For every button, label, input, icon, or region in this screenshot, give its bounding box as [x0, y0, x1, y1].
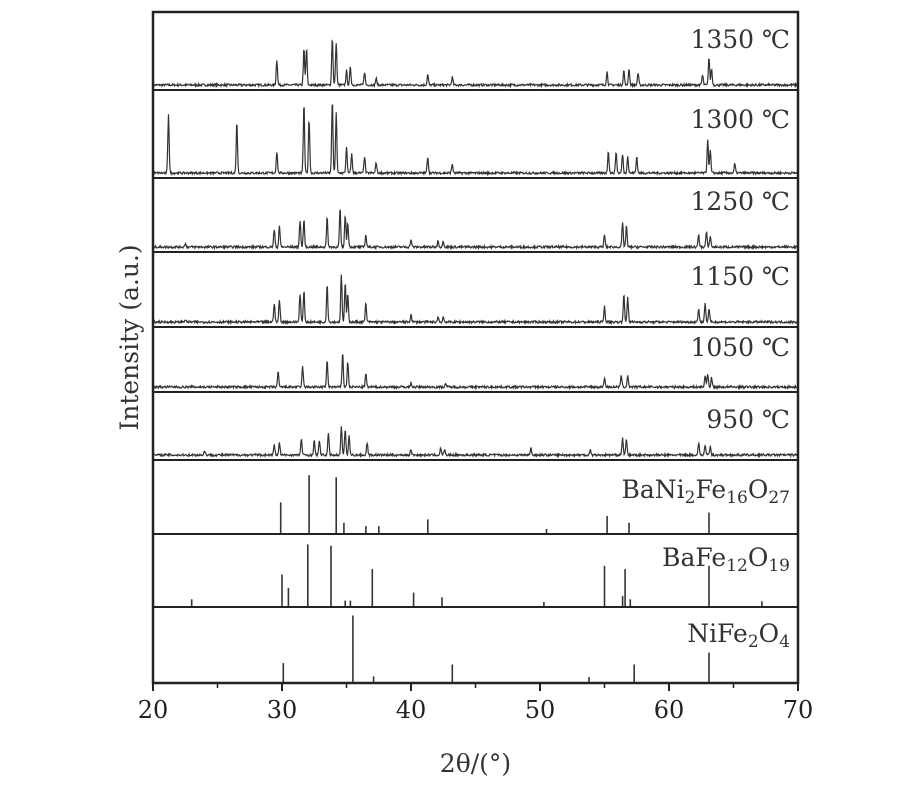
x-tick-label: 50 [525, 696, 556, 724]
panel-label-t1350: 1350 ℃ [690, 25, 790, 54]
panel-nife: NiFe2O4 [282, 615, 790, 682]
panel-label-nife: NiFe2O4 [687, 619, 790, 652]
panel-t1350: 1350 ℃ [152, 25, 799, 89]
panel-label-t1050: 1050 ℃ [690, 333, 790, 362]
pattern-line-t1150 [152, 274, 799, 326]
pattern-line-t1350 [152, 39, 799, 89]
panel-t1250: 1250 ℃ [152, 187, 799, 251]
x-tick-label: 60 [654, 696, 685, 724]
pattern-line-t1300 [152, 103, 799, 177]
x-tick-label: 70 [783, 696, 814, 724]
axes-group: 20 30 40 50 60 70 2θ/(°) Intensity (a.u.) [115, 10, 814, 778]
panel-label-t1300: 1300 ℃ [690, 105, 790, 134]
panel-label-t950: 950 ℃ [706, 405, 790, 434]
x-tick-label: 40 [396, 696, 427, 724]
panel-label-bafe: BaFe12O19 [662, 543, 790, 576]
pattern-line-t950 [152, 426, 799, 459]
x-tick-label: 20 [138, 696, 169, 724]
panel-t1300: 1300 ℃ [152, 103, 799, 177]
panel-t950: 950 ℃ [152, 405, 799, 459]
panel-t1150: 1150 ℃ [152, 262, 799, 326]
y-axis-label: Intensity (a.u.) [115, 244, 144, 430]
x-tick-label: 30 [267, 696, 298, 724]
panel-t1050: 1050 ℃ [153, 333, 799, 391]
panels-group: 1350 ℃ 1300 ℃ 1250 ℃ 1150 ℃ 1050 ℃ 950 ℃ BaNi2… [152, 25, 799, 682]
panel-bafe: BaFe12O19 [190, 543, 790, 606]
pattern-line-t1050 [153, 354, 799, 391]
panel-label-t1150: 1150 ℃ [690, 262, 790, 291]
pattern-line-t1250 [152, 209, 799, 251]
panel-label-bani: BaNi2Fe16O27 [621, 475, 790, 508]
x-axis-label: 2θ/(°) [440, 749, 511, 778]
panel-label-t1250: 1250 ℃ [690, 187, 790, 216]
panel-bani: BaNi2Fe16O27 [279, 475, 790, 533]
